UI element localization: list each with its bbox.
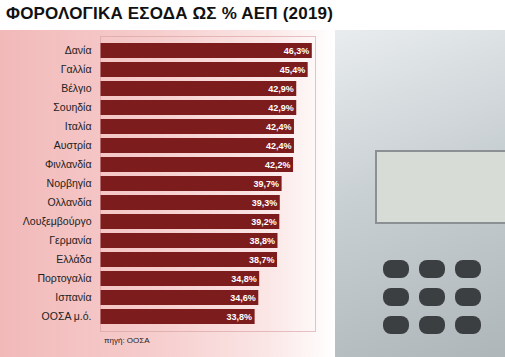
svg-text:Λουξεμβούργο: Λουξεμβούργο [23,215,92,227]
svg-text:42,9%: 42,9% [268,84,294,94]
svg-text:Ιταλία: Ιταλία [65,120,92,132]
svg-text:33,8%: 33,8% [227,312,253,322]
svg-text:Γαλλία: Γαλλία [61,63,92,75]
svg-text:Νορβηγία: Νορβηγία [47,177,92,189]
svg-text:39,7%: 39,7% [254,179,280,189]
svg-text:42,4%: 42,4% [266,141,292,151]
svg-text:39,2%: 39,2% [251,217,277,227]
html-text:πηγή: ΟΟΣΑ: πηγή: ΟΟΣΑ [104,336,150,345]
svg-text:34,8%: 34,8% [231,274,257,284]
svg-text:42,4%: 42,4% [266,122,292,132]
svg-text:Αυστρία: Αυστρία [54,139,92,151]
svg-text:45,4%: 45,4% [280,65,306,75]
svg-text:Ολλανδία: Ολλανδία [47,196,91,208]
svg-text:Δανία: Δανία [65,44,92,56]
svg-text:Γερμανία: Γερμανία [49,234,91,246]
svg-text:42,9%: 42,9% [268,103,294,113]
svg-text:38,7%: 38,7% [249,255,275,265]
svg-text:34,6%: 34,6% [230,293,256,303]
svg-text:ΟΟΣΑ μ.ό.: ΟΟΣΑ μ.ό. [42,310,92,322]
svg-text:Πορτογαλία: Πορτογαλία [37,272,91,284]
svg-text:Βέλγιο: Βέλγιο [61,82,92,94]
svg-text:42,2%: 42,2% [265,160,291,170]
svg-text:Φινλανδία: Φινλανδία [45,158,92,170]
svg-text:39,3%: 39,3% [252,198,278,208]
svg-text:Ισπανία: Ισπανία [55,291,91,303]
svg-text:Ελλάδα: Ελλάδα [56,253,91,265]
svg-text:Σουηδία: Σουηδία [53,101,91,113]
svg-text:46,3%: 46,3% [284,46,310,56]
html-text:ΦΟΡΟΛΟΓΙΚΑ ΕΣΟΔΑ ΩΣ % ΑΕΠ (201: ΦΟΡΟΛΟΓΙΚΑ ΕΣΟΔΑ ΩΣ % ΑΕΠ (2019) [6,4,334,23]
svg-text:38,8%: 38,8% [249,236,275,246]
